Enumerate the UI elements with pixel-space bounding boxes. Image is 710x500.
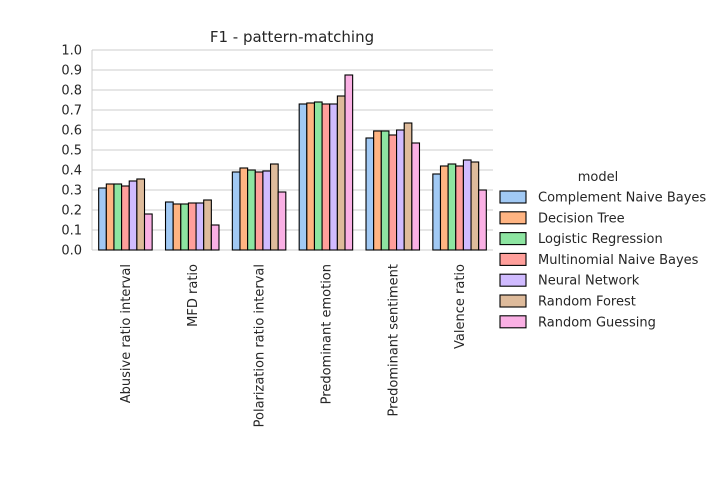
y-axis: 0.0 0.1 0.2 0.3 0.4 0.5 0.6 0.7 0.8 0.9 1.0 — [61, 44, 93, 259]
x-tick-label: Predominant sentiment — [386, 264, 401, 417]
bar — [195, 202, 205, 251]
legend: model Complement Naive Bayes Decision Tre… — [499, 170, 706, 330]
legend-swatch — [499, 232, 527, 246]
y-tick-label: 0.6 — [61, 124, 82, 139]
bar — [298, 103, 308, 251]
bar — [313, 101, 323, 251]
bar — [180, 203, 189, 251]
bar — [373, 130, 382, 251]
legend-swatch — [499, 294, 527, 308]
bar — [432, 173, 442, 251]
bar — [411, 142, 421, 251]
y-tick-label: 0.9 — [61, 64, 82, 79]
bar — [231, 171, 241, 251]
y-tick-label: 0.5 — [61, 144, 82, 159]
bar — [365, 137, 375, 251]
y-tick-label: 0.0 — [61, 244, 82, 259]
legend-label: Random Forest — [538, 295, 636, 310]
bar — [172, 203, 182, 251]
bar — [254, 171, 264, 251]
bar — [164, 201, 174, 251]
bar — [447, 163, 457, 251]
bar — [336, 95, 346, 251]
x-tick-label: Polarization ratio interval — [253, 264, 268, 427]
grid-lines — [92, 49, 493, 251]
y-tick-label: 0.4 — [61, 164, 82, 179]
legend-label: Complement Naive Bayes — [538, 191, 706, 206]
bar — [344, 74, 354, 251]
bar — [470, 161, 480, 251]
x-tick-label: Abusive ratio interval — [119, 264, 134, 403]
legend-swatch — [499, 190, 527, 204]
chart-title: F1 - pattern-matching — [210, 28, 374, 46]
bar — [187, 202, 197, 251]
bar — [239, 167, 249, 251]
x-tick-label: Predominant emotion — [319, 264, 334, 404]
y-tick-label: 0.8 — [61, 84, 82, 99]
bar — [329, 103, 338, 251]
y-tick-label: 0.3 — [61, 184, 82, 199]
legend-swatch — [499, 252, 527, 266]
bar — [269, 163, 279, 251]
bar — [143, 213, 153, 251]
bar — [210, 224, 220, 251]
bar-group — [98, 74, 487, 251]
bar — [396, 129, 405, 251]
x-tick-label: Valence ratio — [453, 264, 468, 349]
y-tick-label: 0.1 — [61, 224, 82, 239]
bar — [478, 189, 487, 251]
x-axis: Abusive ratio interval MFD ratio Polarizat… — [119, 264, 468, 427]
bar — [455, 165, 464, 251]
y-tick-label: 0.2 — [61, 204, 82, 219]
legend-label: Random Guessing — [538, 315, 656, 330]
bar — [388, 134, 398, 251]
y-tick-label: 0.7 — [61, 104, 82, 119]
bar — [136, 178, 146, 251]
bar — [128, 180, 138, 251]
legend-title: model — [578, 170, 618, 185]
bar — [277, 191, 287, 251]
x-tick-label: MFD ratio — [186, 264, 201, 327]
bar — [113, 183, 123, 251]
legend-label: Multinomial Naive Bayes — [538, 253, 699, 268]
legend-swatch — [499, 273, 527, 287]
bar — [462, 159, 472, 251]
y-tick-label: 1.0 — [61, 44, 82, 59]
bar — [105, 183, 115, 251]
legend-label: Logistic Regression — [538, 232, 663, 247]
bar — [306, 102, 316, 251]
bar — [203, 199, 212, 251]
bar — [262, 170, 272, 251]
bar — [247, 169, 256, 251]
bar — [380, 130, 390, 251]
bar — [403, 122, 413, 251]
bar — [439, 165, 449, 251]
legend-label: Decision Tree — [538, 211, 625, 226]
bar — [98, 187, 107, 251]
legend-swatch — [499, 211, 527, 225]
bar — [121, 185, 130, 251]
legend-label: Neural Network — [538, 274, 640, 289]
legend-swatch — [499, 315, 527, 329]
bar — [321, 103, 331, 251]
